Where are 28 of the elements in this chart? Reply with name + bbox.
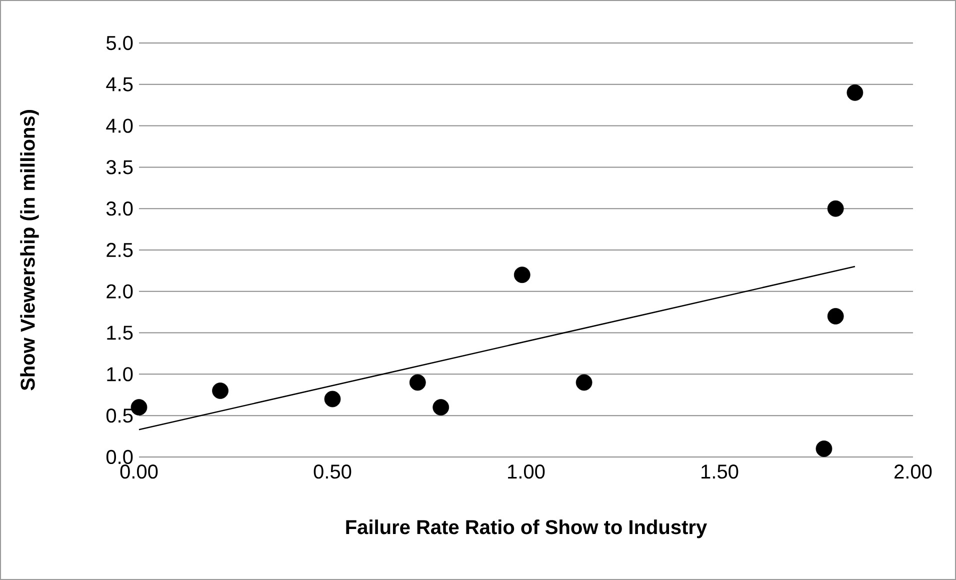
point <box>432 399 450 416</box>
y-tick-label: 1.5 <box>107 326 133 340</box>
y-tick-label: 3.0 <box>106 202 133 216</box>
y-tick-label: 3.5 <box>106 160 133 174</box>
point <box>409 374 426 391</box>
x-axis-title: Failure Rate Ratio of Show to Industry <box>346 520 708 538</box>
y-tick-label: 0.0 <box>106 450 133 464</box>
x-tick-label: 0.00 <box>120 464 158 479</box>
y-tick-label: 2.5 <box>106 242 133 258</box>
x-tick-label: 1.00 <box>508 464 545 479</box>
x-tick-label: 2.00 <box>894 464 932 479</box>
x-tick-label: 0.50 <box>314 464 352 479</box>
y-axis-title: Show Viewership (in millions) <box>20 110 39 390</box>
point <box>846 84 864 101</box>
y-tick-label: 1.0 <box>107 367 133 382</box>
y-tick-label: 5.0 <box>106 36 133 50</box>
y-tick-label: 0.5 <box>106 408 133 423</box>
point <box>212 382 228 399</box>
y-tick-label: 4.5 <box>106 77 133 92</box>
point <box>816 440 832 457</box>
x-tick-label: 1.50 <box>702 464 738 479</box>
point <box>827 308 844 324</box>
point <box>827 200 844 217</box>
point <box>576 374 592 391</box>
y-tick-label: 2.0 <box>106 284 133 298</box>
point <box>324 390 341 408</box>
y-tick-label: 4.0 <box>106 118 133 133</box>
point <box>514 266 530 284</box>
